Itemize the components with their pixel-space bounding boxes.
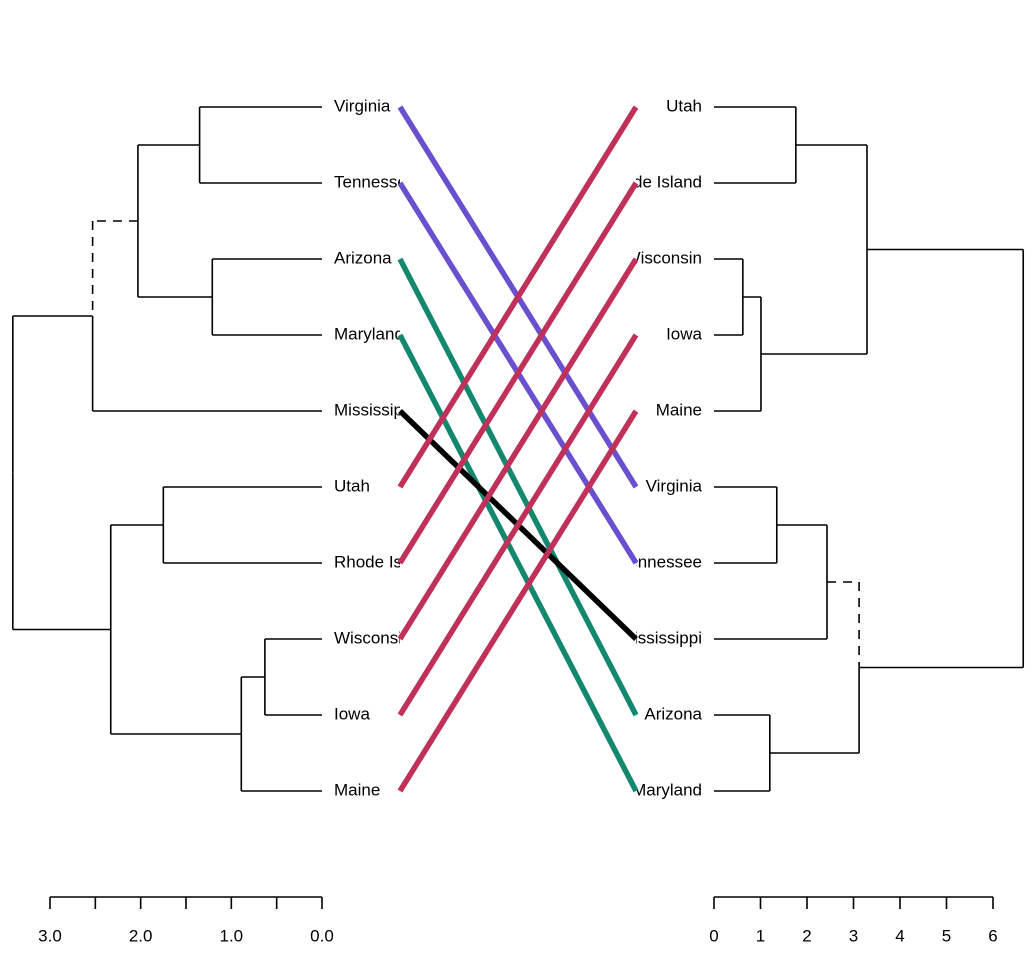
connector [397, 333, 639, 793]
connector [397, 181, 639, 565]
tick-label: 1.0 [220, 926, 244, 945]
tick-label: 5 [942, 926, 951, 945]
leaf-label: Rhode Island [602, 172, 702, 191]
left-labels: Virginia Tennessee Arizona Maryland Mississi… [334, 96, 434, 799]
connector [397, 409, 639, 793]
leaf-label: Utah [666, 96, 702, 115]
leaf-label: Wisconsin [334, 628, 411, 647]
connector [397, 333, 639, 717]
leaf-label: Utah [334, 476, 370, 495]
tick-label: 3 [849, 926, 858, 945]
leaf-label: Maryland [334, 324, 404, 343]
leaf-label: Virginia [334, 96, 391, 115]
leaf-label: Wisconsin [625, 248, 702, 267]
tick-label: 0.0 [310, 926, 334, 945]
dendrograms: 3.0 2.0 1.0 0.0 0 1 2 3 4 5 6 [12, 106, 1025, 945]
leaf-label: Rhode Island [334, 552, 434, 571]
tick-label: 4 [895, 926, 904, 945]
leaf-label: Arizona [334, 248, 392, 267]
leaf-label: Iowa [334, 704, 370, 723]
leaf-label: Iowa [666, 324, 702, 343]
tick-label: 2.0 [129, 926, 153, 945]
tick-label: 6 [988, 926, 997, 945]
connector [397, 257, 639, 641]
leaf-label: Virginia [646, 476, 703, 495]
right-labels: Utah Rhode Island Wisconsin Iowa Maine Virgin… [602, 96, 703, 799]
leaf-label: Mississippi [334, 400, 416, 419]
connector [397, 105, 639, 489]
leaf-label: Tennessee [334, 172, 416, 191]
leaf-label: Arizona [644, 704, 702, 723]
tick-label: 1 [756, 926, 765, 945]
leaf-label: Maryland [632, 780, 702, 799]
leaf-label: Tennessee [620, 552, 702, 571]
connector [397, 257, 639, 717]
connectors [397, 105, 639, 793]
tick-label: 2 [802, 926, 811, 945]
leaf-label: Maine [656, 400, 702, 419]
leaf-label: Mississippi [620, 628, 702, 647]
tick-label: 0 [709, 926, 718, 945]
tick-label: 3.0 [38, 926, 62, 945]
leaf-label: Maine [334, 780, 380, 799]
